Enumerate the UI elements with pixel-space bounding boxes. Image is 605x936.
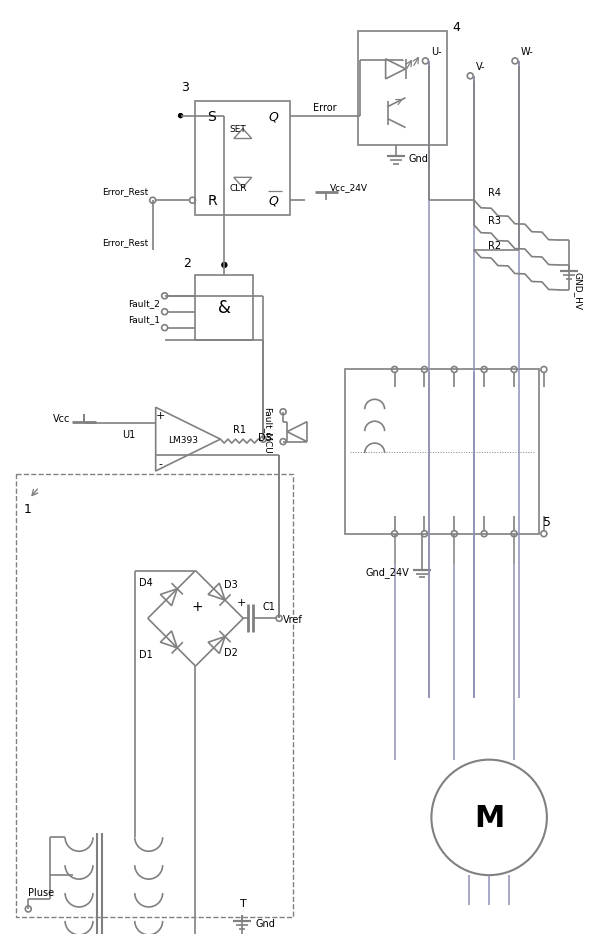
Text: Error: Error (313, 103, 337, 112)
Text: R3: R3 (488, 216, 500, 226)
Text: U1: U1 (123, 430, 136, 440)
Text: S: S (208, 110, 216, 124)
Text: Vcc: Vcc (53, 414, 70, 424)
Text: +: + (156, 411, 165, 421)
Text: 3: 3 (182, 81, 189, 95)
Text: Vref: Vref (283, 615, 303, 624)
Text: D2: D2 (224, 648, 238, 657)
Text: CLR: CLR (229, 183, 247, 193)
Text: +: + (192, 600, 203, 614)
Text: T: T (240, 898, 247, 908)
Bar (345, 370, 539, 534)
Circle shape (178, 114, 183, 119)
Bar (358, 32, 447, 146)
Text: Gnd: Gnd (255, 918, 275, 928)
Text: C1: C1 (262, 602, 275, 612)
Text: 5: 5 (543, 516, 551, 529)
Text: -: - (159, 459, 163, 469)
Text: GND_HV: GND_HV (574, 271, 583, 310)
Text: D1: D1 (139, 650, 152, 660)
Bar (16, 475, 293, 917)
Text: LM393: LM393 (168, 435, 198, 445)
Text: Q: Q (268, 110, 278, 123)
Text: Q: Q (268, 195, 278, 208)
Text: 1: 1 (23, 503, 31, 516)
Text: R4: R4 (488, 188, 500, 198)
Text: Gnd: Gnd (408, 154, 428, 164)
Text: W-: W- (521, 47, 534, 57)
Text: R2: R2 (488, 241, 501, 251)
Text: Error_Rest: Error_Rest (102, 186, 149, 196)
Text: &: & (218, 299, 231, 317)
Text: Fault_2: Fault_2 (128, 299, 160, 308)
Text: M: M (474, 803, 505, 832)
Text: Gnd_24V: Gnd_24V (365, 566, 409, 578)
Text: Vcc_24V: Vcc_24V (330, 183, 368, 192)
Text: SET: SET (229, 124, 246, 134)
Text: 2: 2 (183, 257, 191, 271)
Text: D5: D5 (258, 432, 272, 442)
Text: Fault_MCU: Fault_MCU (263, 406, 272, 453)
Text: Fault_1: Fault_1 (128, 314, 160, 324)
Text: D3: D3 (224, 579, 238, 590)
Text: Pluse: Pluse (28, 887, 54, 897)
Text: Error_Rest: Error_Rest (102, 239, 149, 247)
Text: U-: U- (431, 47, 442, 57)
Circle shape (222, 263, 227, 268)
Text: D4: D4 (139, 578, 152, 588)
Bar (195, 275, 253, 340)
Text: R1: R1 (233, 425, 246, 434)
Text: V-: V- (476, 62, 486, 72)
Text: R: R (208, 194, 217, 208)
Text: +: + (237, 598, 246, 607)
Text: 4: 4 (453, 21, 460, 34)
Bar (195, 102, 290, 216)
